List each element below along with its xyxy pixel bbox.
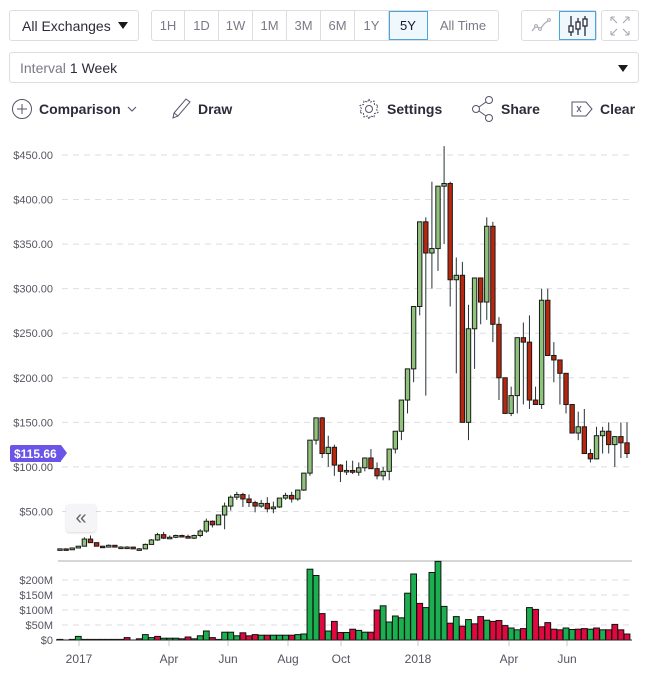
current-price-tag: $115.66 (10, 445, 67, 462)
range-1h[interactable]: 1H (152, 11, 185, 40)
fullscreen-icon (610, 15, 630, 36)
fullscreen-button[interactable] (601, 10, 639, 41)
svg-text:$50.00: $50.00 (19, 506, 53, 518)
pencil-icon (172, 98, 191, 119)
svg-text:Oct: Oct (332, 652, 351, 666)
svg-text:$350.00: $350.00 (13, 239, 53, 251)
settings-label: Settings (387, 101, 443, 117)
draw-label: Draw (198, 101, 233, 117)
exchange-select-value: All Exchanges (22, 17, 111, 34)
settings-button[interactable]: Settings (357, 95, 442, 123)
caret-down-icon (118, 22, 128, 29)
candlestick-chart-icon (567, 15, 588, 36)
svg-text:Jun: Jun (557, 652, 576, 666)
svg-text:Aug: Aug (277, 652, 298, 666)
svg-text:$450.00: $450.00 (13, 150, 53, 162)
share-icon (472, 96, 493, 122)
range-1d[interactable]: 1D (185, 11, 219, 40)
candlestick-chart-canvas[interactable]: $50.00 $100.00 $150.00 $200.00 $250.00 $300.0… (0, 125, 648, 689)
gear-icon (359, 97, 379, 121)
svg-text:$200.00: $200.00 (13, 373, 53, 385)
range-selector: 1H 1D 1W 1M 3M 6M 1Y 5Y All Time (151, 10, 499, 41)
interval-select[interactable]: Interval 1 Week (9, 52, 639, 83)
svg-text:Jun: Jun (218, 652, 237, 666)
plus-circle-icon (12, 99, 32, 119)
svg-text:2017: 2017 (66, 652, 93, 666)
range-5y[interactable]: 5Y (389, 11, 428, 40)
range-1y[interactable]: 1Y (355, 11, 389, 40)
chevron-down-icon (127, 106, 137, 112)
chart-tools: Comparison Draw Settings Share Clear (0, 95, 648, 123)
svg-text:$150.00: $150.00 (13, 417, 53, 429)
svg-text:$200M: $200M (19, 575, 53, 587)
clear-label: Clear (600, 101, 636, 117)
line-chart-button[interactable] (522, 11, 559, 40)
draw-button[interactable]: Draw (170, 95, 232, 123)
line-chart-icon (531, 17, 551, 31)
svg-text:$400.00: $400.00 (13, 195, 53, 207)
svg-text:Apr: Apr (160, 652, 179, 666)
interval-value: 1 Week (69, 59, 118, 76)
clear-icon (571, 101, 593, 117)
clear-button[interactable]: Clear (570, 95, 635, 123)
comparison-label: Comparison (39, 101, 121, 117)
chart-type-selector (521, 10, 597, 41)
share-label: Share (501, 101, 540, 117)
svg-text:$100M: $100M (19, 605, 53, 617)
share-button[interactable]: Share (471, 95, 540, 123)
exchange-select[interactable]: All Exchanges (9, 10, 139, 41)
range-3m[interactable]: 3M (287, 11, 321, 40)
double-chevron-left-icon: « (75, 506, 87, 529)
range-1w[interactable]: 1W (219, 11, 253, 40)
range-6m[interactable]: 6M (321, 11, 355, 40)
price-chart[interactable]: $50.00 $100.00 $150.00 $200.00 $250.00 $300.0… (0, 125, 648, 689)
comparison-button[interactable]: Comparison (11, 95, 137, 123)
svg-text:$150M: $150M (19, 590, 53, 602)
svg-text:$0: $0 (41, 635, 53, 647)
candlestick-chart-button[interactable] (559, 11, 596, 40)
svg-text:Apr: Apr (500, 652, 519, 666)
interval-label: Interval (20, 59, 66, 76)
svg-text:$50M: $50M (25, 620, 53, 632)
top-toolbar: All Exchanges 1H 1D 1W 1M 3M 6M 1Y 5Y Al… (9, 10, 639, 41)
svg-text:$300.00: $300.00 (13, 284, 53, 296)
caret-down-icon (618, 65, 628, 72)
range-1m[interactable]: 1M (253, 11, 287, 40)
range-all-time[interactable]: All Time (439, 18, 487, 33)
svg-text:$100.00: $100.00 (13, 462, 53, 474)
svg-text:$250.00: $250.00 (13, 328, 53, 340)
scroll-back-button[interactable]: « (66, 504, 96, 532)
svg-text:2018: 2018 (405, 652, 432, 666)
